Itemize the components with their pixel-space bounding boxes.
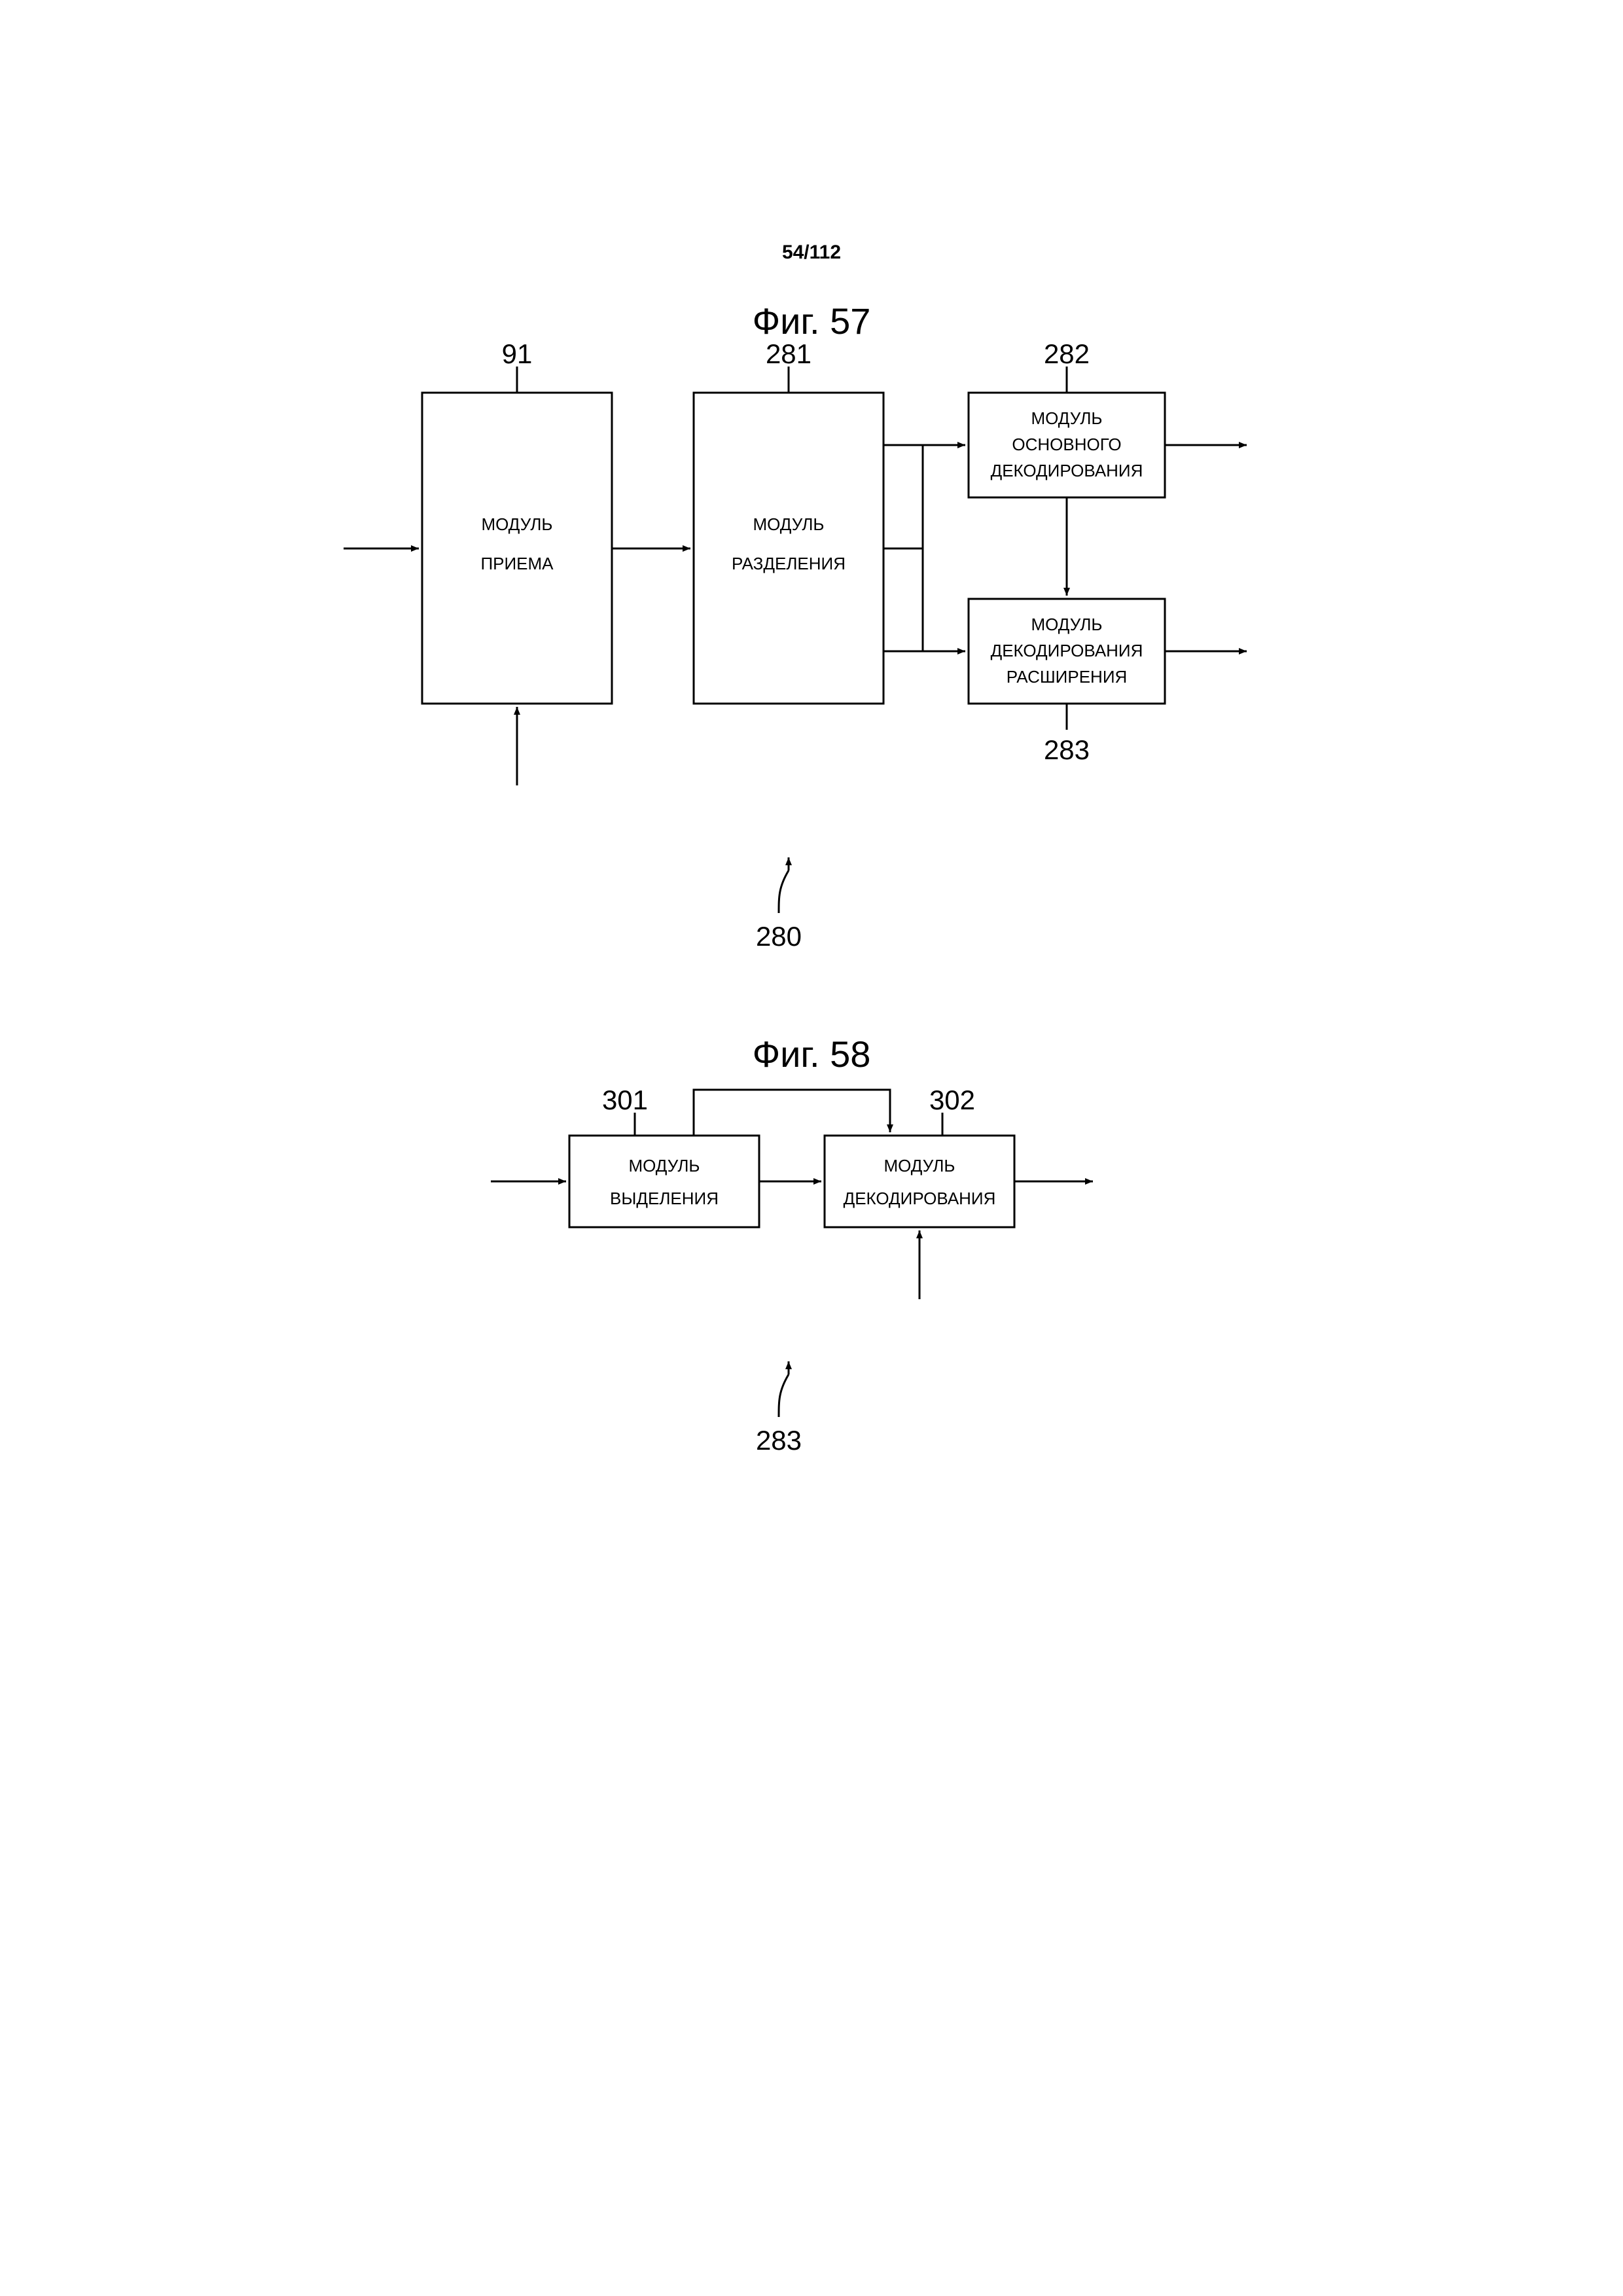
block-282: МОДУЛЬ ОСНОВНОГО ДЕКОДИРОВАНИЯ [969, 393, 1165, 497]
block-282-line2: ОСНОВНОГО [1012, 435, 1121, 454]
ref-283b: 283 [756, 1425, 802, 1456]
block-282-line1: МОДУЛЬ [1031, 408, 1103, 428]
block-301-rect [569, 1136, 759, 1227]
block-302: МОДУЛЬ ДЕКОДИРОВАНИЯ [825, 1136, 1014, 1227]
block-301: МОДУЛЬ ВЫДЕЛЕНИЯ [569, 1136, 759, 1227]
block-301-line2: ВЫДЕЛЕНИЯ [610, 1189, 719, 1208]
block-283: МОДУЛЬ ДЕКОДИРОВАНИЯ РАСШИРЕНИЯ [969, 599, 1165, 704]
fig57-title: Фиг. 57 [753, 300, 871, 342]
block-91-line2: ПРИЕМА [480, 554, 554, 573]
block-91-rect [422, 393, 612, 704]
block-283-line3: РАСШИРЕНИЯ [1007, 667, 1128, 687]
block-281-rect [694, 393, 883, 704]
diagram-canvas: 54/112 Фиг. 57 МОДУЛЬ ПРИЕМА 91 МОДУЛЬ Р… [0, 0, 1623, 2296]
block-281: МОДУЛЬ РАЗДЕЛЕНИЯ [694, 393, 883, 704]
block-281-line2: РАЗДЕЛЕНИЯ [732, 554, 846, 573]
arrow-301-top-to-302-top [694, 1090, 890, 1136]
fig58-title: Фиг. 58 [753, 1033, 871, 1075]
block-91-line1: МОДУЛЬ [482, 514, 553, 534]
block-283-line1: МОДУЛЬ [1031, 615, 1103, 634]
block-281-line1: МОДУЛЬ [753, 514, 825, 534]
block-301-line1: МОДУЛЬ [629, 1156, 700, 1175]
ref-301: 301 [602, 1085, 648, 1115]
block-91: МОДУЛЬ ПРИЕМА [422, 393, 612, 704]
ref-283: 283 [1044, 734, 1090, 765]
figure-58: Фиг. 58 МОДУЛЬ ВЫДЕЛЕНИЯ 301 МОДУЛЬ ДЕКО… [491, 1033, 1093, 1456]
ref-91: 91 [502, 338, 533, 369]
figure-57: Фиг. 57 МОДУЛЬ ПРИЕМА 91 МОДУЛЬ РАЗДЕЛЕН… [344, 300, 1247, 952]
block-302-line2: ДЕКОДИРОВАНИЯ [844, 1189, 996, 1208]
block-282-line3: ДЕКОДИРОВАНИЯ [991, 461, 1143, 480]
ref-282: 282 [1044, 338, 1090, 369]
ref-280-leader [779, 870, 789, 913]
block-283-line2: ДЕКОДИРОВАНИЯ [991, 641, 1143, 660]
ref-281: 281 [766, 338, 812, 369]
ref-302: 302 [929, 1085, 975, 1115]
ref-283b-leader [779, 1374, 789, 1417]
block-302-rect [825, 1136, 1014, 1227]
block-302-line1: МОДУЛЬ [884, 1156, 955, 1175]
page-number: 54/112 [782, 242, 841, 263]
ref-280: 280 [756, 921, 802, 952]
